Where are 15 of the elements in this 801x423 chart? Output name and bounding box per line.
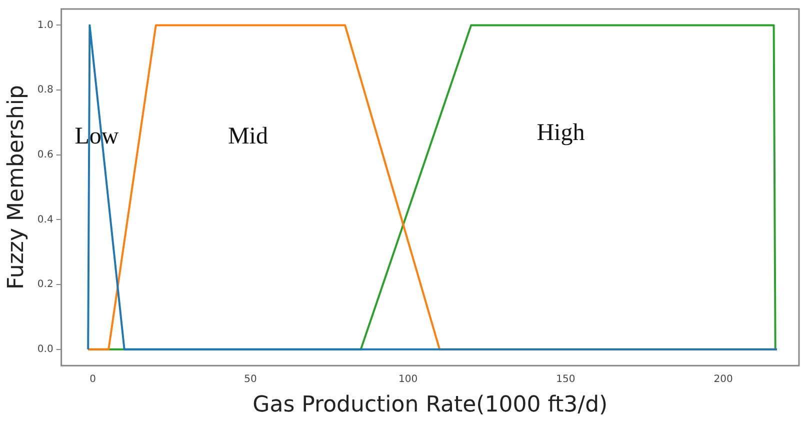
y-tick-label: 0.4 (37, 214, 54, 226)
x-tick-label: 100 (398, 374, 418, 386)
x-tick-label: 150 (556, 374, 576, 386)
y-axis-title: Fuzzy Membership (4, 85, 29, 290)
x-axis-title: Gas Production Rate(1000 ft3/d) (252, 392, 608, 418)
y-tick-label: 0.0 (37, 344, 54, 355)
x-tick-label: 200 (714, 374, 733, 386)
annotation: Mid (228, 124, 268, 150)
y-tick-label: 0.6 (37, 149, 54, 160)
annotation: High (536, 120, 585, 146)
y-tick-label: 0.8 (37, 84, 54, 96)
y-tick-label: 1.0 (37, 20, 54, 31)
x-tick-label: 50 (244, 374, 257, 386)
y-tick-label: 0.2 (37, 279, 54, 290)
x-tick-label: 0 (90, 374, 96, 386)
